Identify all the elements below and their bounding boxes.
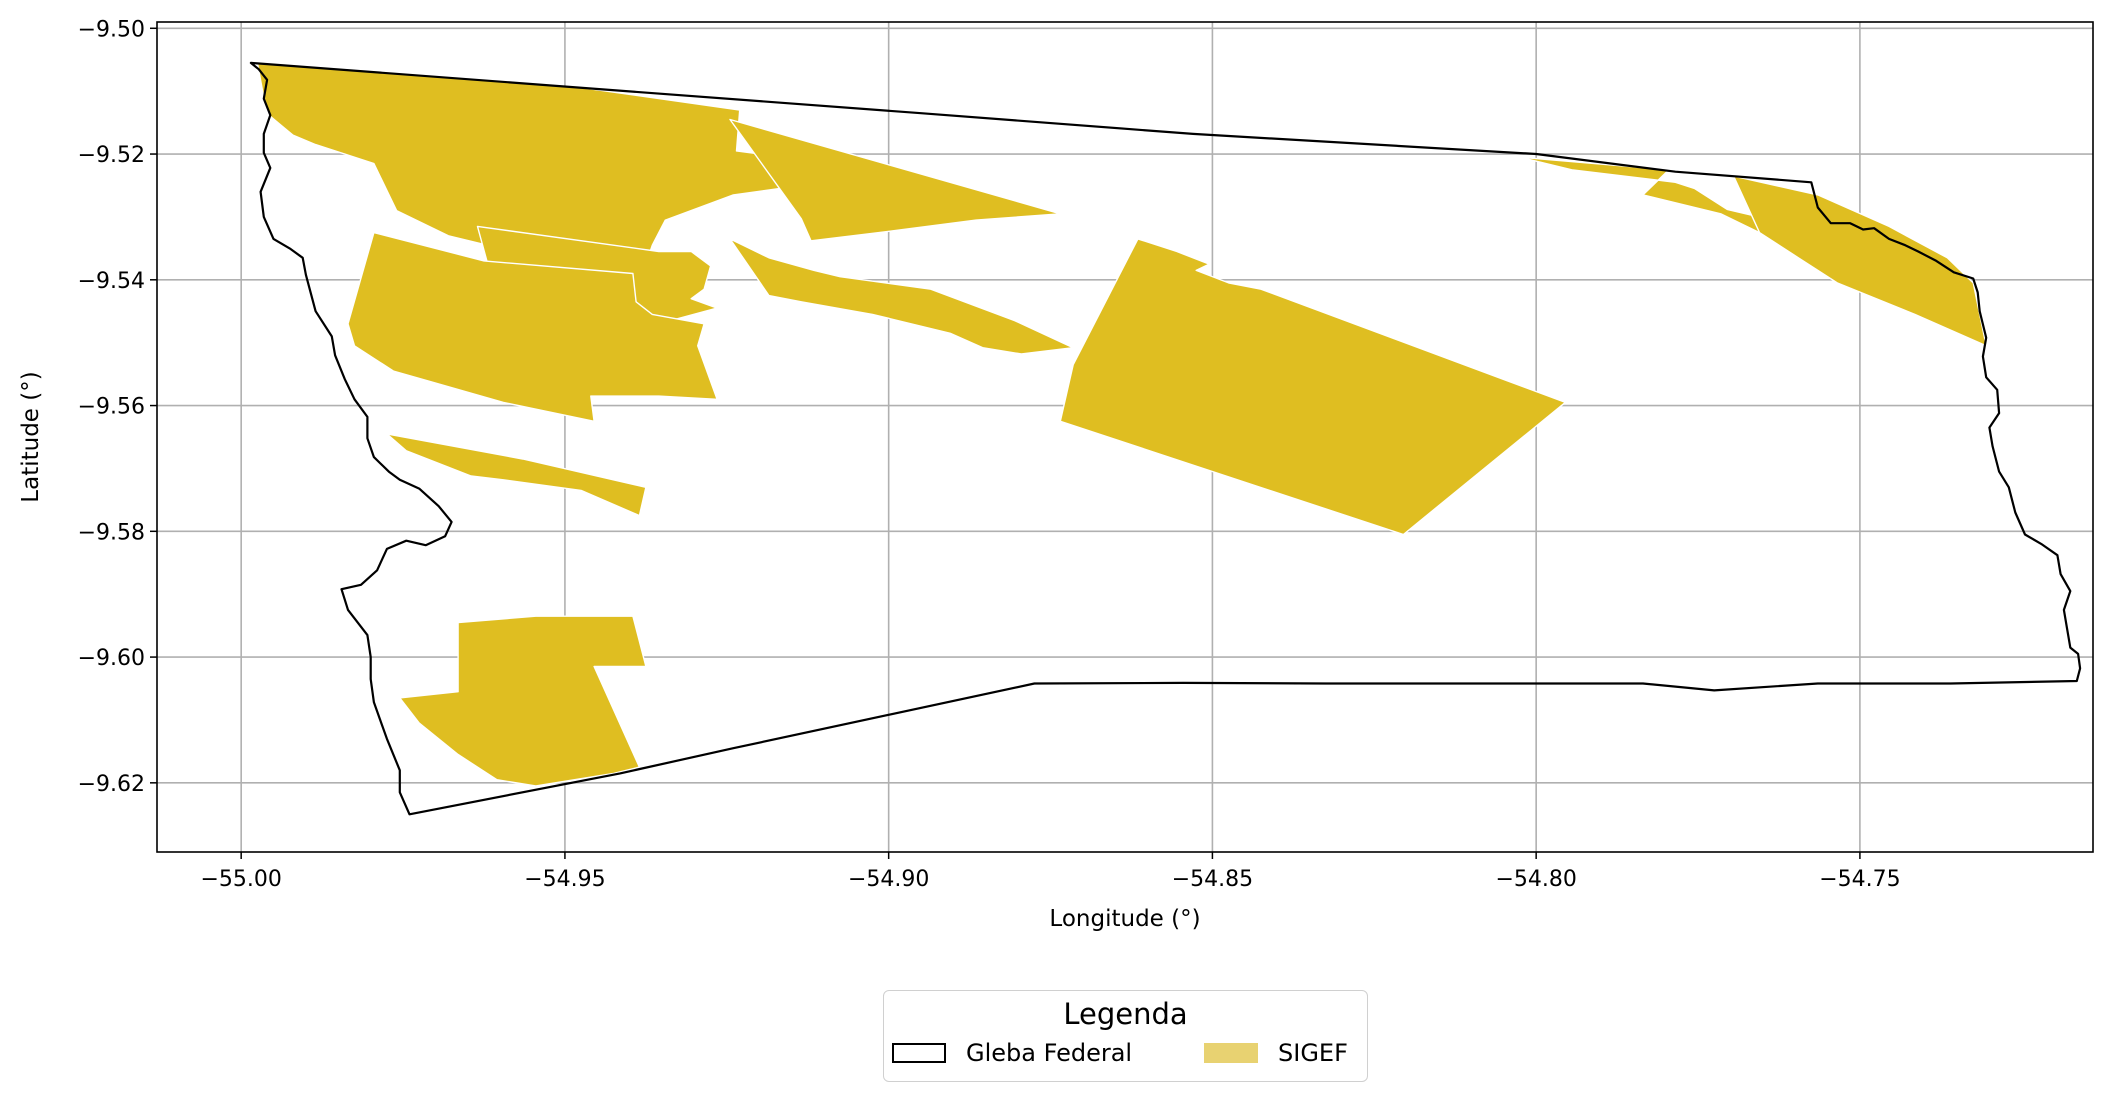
sigef-parcel-6 <box>1059 238 1567 536</box>
y-tick-label: −9.58 <box>78 520 145 545</box>
x-tick-label: −54.85 <box>1172 867 1253 892</box>
legend-title: Legenda <box>1063 997 1188 1031</box>
sigef-parcel-10 <box>1732 175 1987 347</box>
axis-ticks: −55.00 −54.95 −54.90 −54.85 −54.80 −54.75 −9.5… <box>78 17 1901 892</box>
x-tick-label: −54.90 <box>848 867 929 892</box>
gleba-layer <box>249 61 2082 816</box>
legend-swatch-sigef <box>1204 1043 1258 1063</box>
sigef-layer <box>256 62 1987 787</box>
legend-item-gleba: Gleba Federal <box>892 1039 1132 1067</box>
x-tick-label: −54.75 <box>1819 867 1900 892</box>
y-tick-label: −9.62 <box>78 772 145 797</box>
legend: Legenda Gleba Federal SIGEF <box>883 990 1368 1082</box>
sigef-parcel-4 <box>347 231 718 422</box>
y-tick-label: −9.50 <box>78 17 145 42</box>
y-axis-label: Latitude (°) <box>18 371 44 502</box>
legend-item-sigef: SIGEF <box>1204 1039 1348 1067</box>
legend-label-gleba: Gleba Federal <box>966 1039 1133 1067</box>
sigef-parcel-8 <box>399 615 647 787</box>
legend-label-sigef: SIGEF <box>1278 1039 1348 1067</box>
y-tick-label: −9.56 <box>78 395 145 420</box>
y-tick-label: −9.52 <box>78 143 145 168</box>
axes-frame <box>156 21 2094 853</box>
y-tick-label: −9.60 <box>78 646 145 671</box>
sigef-parcel-5 <box>729 238 1074 355</box>
x-tick-label: −54.80 <box>1495 867 1576 892</box>
gleba-federal-boundary <box>249 61 2082 816</box>
x-tick-label: −54.95 <box>524 867 605 892</box>
x-tick-label: −55.00 <box>200 867 281 892</box>
sigef-parcel-7 <box>386 433 647 517</box>
sigef-parcel-2 <box>729 118 1062 242</box>
legend-swatch-gleba <box>892 1043 946 1063</box>
y-tick-label: −9.54 <box>78 269 145 294</box>
x-axis-label: Longitude (°) <box>1049 906 1200 932</box>
